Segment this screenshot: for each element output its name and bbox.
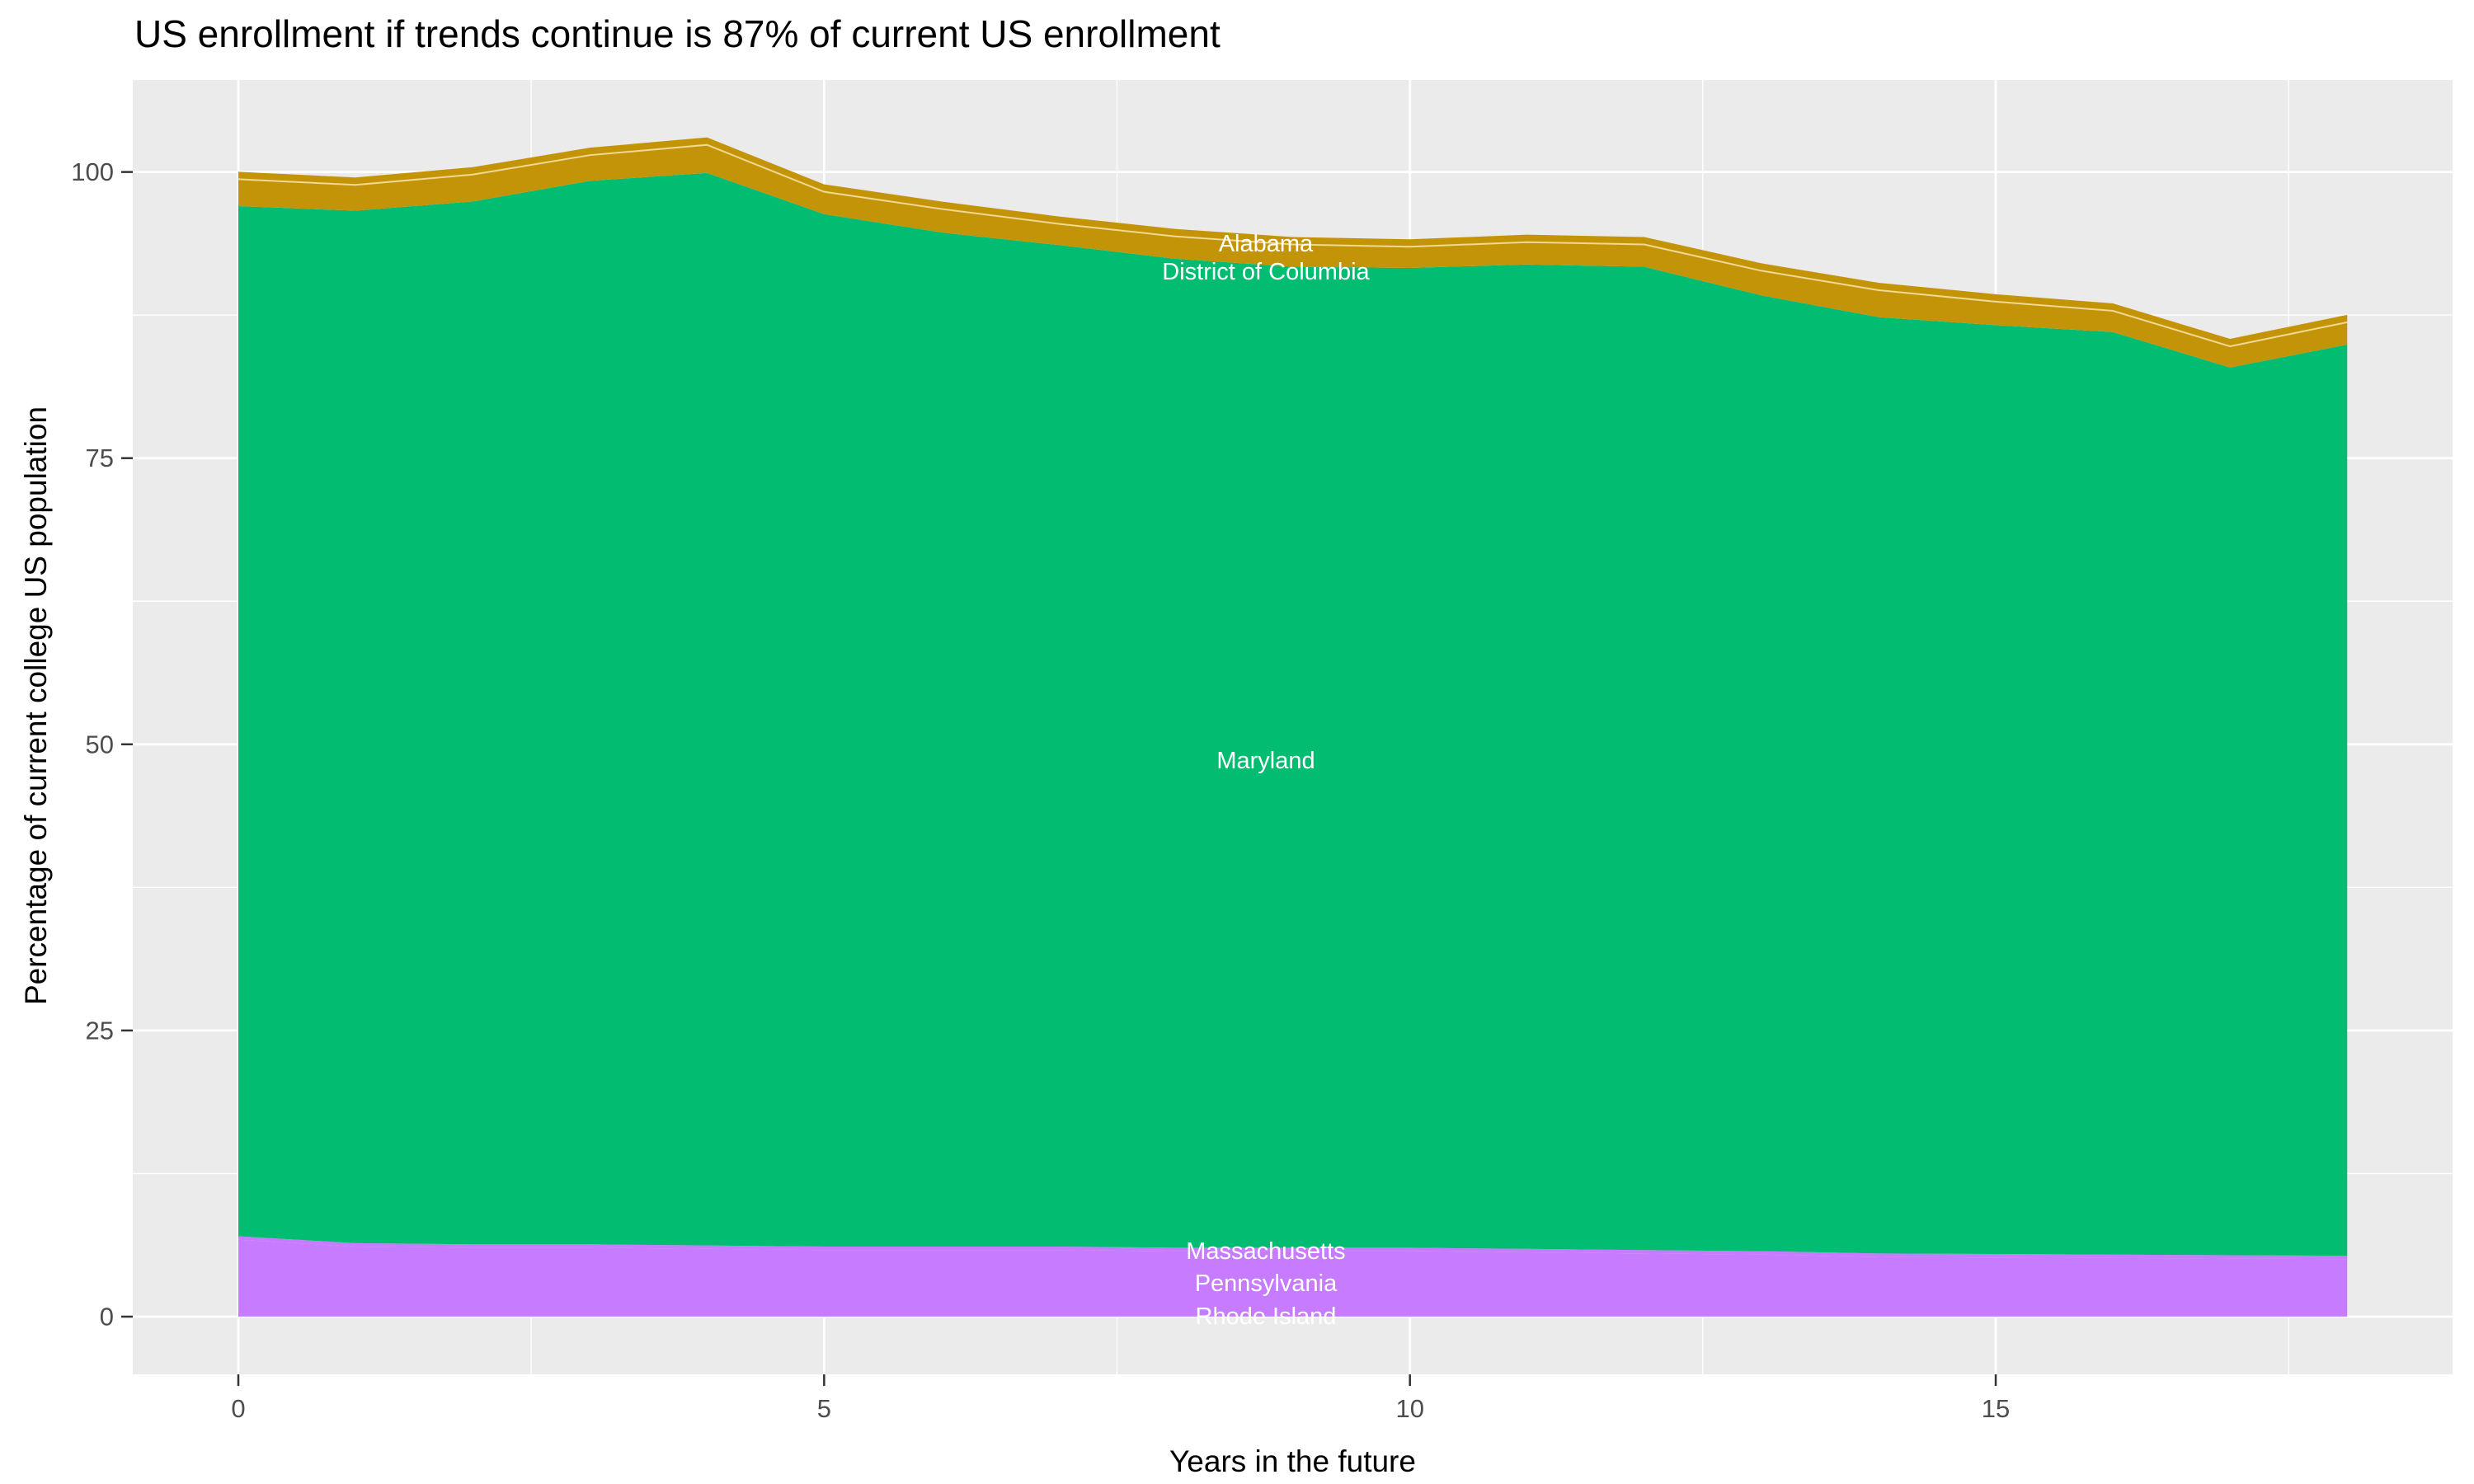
x-tick-label: 10: [1395, 1394, 1423, 1423]
area-label-district-of-columbia: District of Columbia: [1162, 259, 1370, 285]
y-tick-label: 25: [86, 1016, 114, 1045]
x-axis-title: Years in the future: [1169, 1444, 1416, 1478]
x-tick-label: 15: [1982, 1394, 2010, 1423]
area-maryland: [238, 172, 2348, 1256]
area-pennsylvania: [238, 1239, 2348, 1317]
area-label-massachusetts: Massachusetts: [1186, 1238, 1345, 1265]
area-label-alabama: Alabama: [1219, 231, 1314, 257]
y-tick-label: 50: [86, 730, 114, 758]
y-tick-label: 75: [86, 444, 114, 472]
y-tick-label: 0: [100, 1303, 114, 1331]
area-district-of-columbia: [238, 144, 2348, 368]
area-label-maryland: Maryland: [1216, 748, 1315, 774]
x-tick-label: 5: [817, 1394, 831, 1423]
y-tick-label: 100: [71, 157, 114, 186]
y-axis-title: Percentage of current college US populat…: [19, 406, 53, 1006]
area-label-rhode-island: Rhode Island: [1196, 1303, 1337, 1330]
area-alabama: [238, 137, 2348, 347]
chart-title: US enrollment if trends continue is 87% …: [134, 12, 1221, 55]
x-tick-label: 0: [231, 1394, 245, 1423]
band-boundary-hairline: [238, 143, 2348, 348]
area-label-pennsylvania: Pennsylvania: [1195, 1270, 1338, 1297]
